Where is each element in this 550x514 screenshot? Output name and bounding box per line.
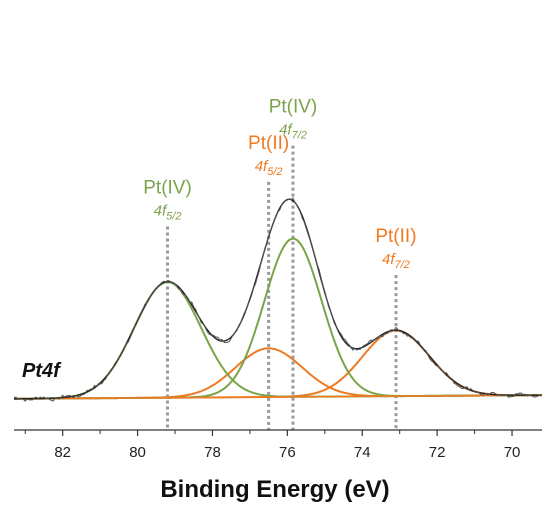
raw-spectrum — [13, 197, 543, 402]
peak-marker-layer — [166, 145, 398, 430]
curve-layer — [13, 197, 543, 402]
background-line — [13, 394, 543, 400]
peak-species-label: Pt(II) — [248, 133, 289, 154]
peak-orbital-subscript: 7/2 — [292, 130, 307, 142]
x-axis-title: Binding Energy (eV) — [160, 476, 389, 503]
peak-orbital-subscript: 5/2 — [166, 211, 181, 223]
peak-orbital-label: 4f7/2 — [382, 251, 410, 271]
peak-orbital-subscript: 7/2 — [395, 259, 410, 271]
x-tick-label: 76 — [279, 444, 296, 461]
peak-species-label: Pt(IV) — [143, 178, 192, 199]
x-tick-label: 78 — [204, 444, 221, 461]
region-label: Pt4f — [22, 360, 62, 382]
peak-species-label: Pt(IV) — [269, 97, 318, 118]
component-curve — [13, 281, 543, 400]
peak-orbital-label: 4f5/2 — [154, 203, 182, 223]
component-curve — [13, 237, 543, 400]
peak-species-label: Pt(II) — [375, 226, 416, 247]
peak-orbital-label: 4f5/2 — [255, 158, 283, 178]
x-tick-label: 70 — [504, 444, 521, 461]
x-tick-label: 72 — [429, 444, 446, 461]
fit-envelope — [13, 198, 543, 400]
x-tick-label: 80 — [129, 444, 146, 461]
x-axis-ticks: 82 80 78 76 74 72 70 — [24, 430, 521, 461]
peak-orbital-label: 4f7/2 — [279, 122, 307, 142]
component-curve — [13, 347, 543, 400]
peak-label-layer: Pt(IV)4f5/2Pt(II)4f5/2Pt(IV)4f7/2Pt(II)4… — [143, 97, 416, 272]
peak-orbital-subscript: 5/2 — [267, 166, 282, 178]
x-tick-label: 82 — [54, 444, 71, 461]
x-tick-label: 74 — [354, 444, 371, 461]
